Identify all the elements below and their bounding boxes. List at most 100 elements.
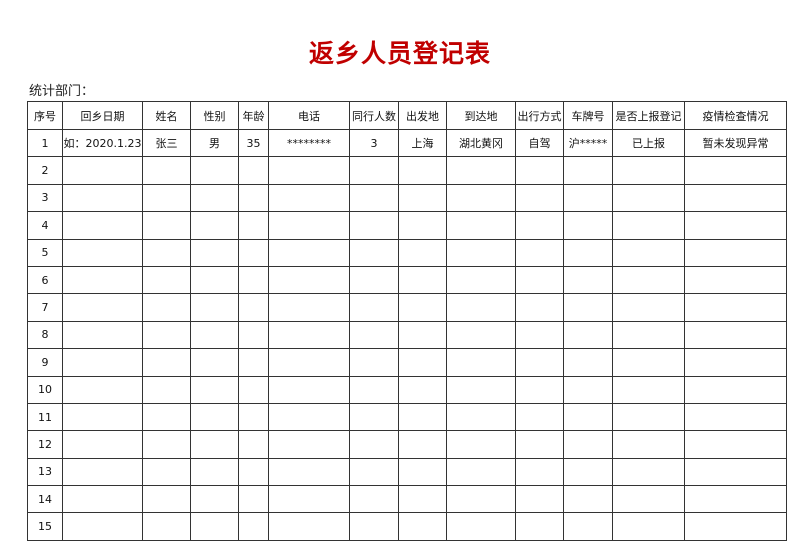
table-cell[interactable] — [190, 211, 239, 240]
table-cell[interactable] — [446, 293, 516, 322]
table-cell[interactable] — [398, 156, 447, 185]
table-cell[interactable] — [563, 183, 613, 213]
table-cell[interactable] — [612, 375, 685, 404]
table-cell[interactable] — [238, 402, 269, 432]
table-cell[interactable] — [190, 402, 239, 432]
table-cell[interactable] — [190, 512, 239, 541]
table-cell[interactable] — [268, 430, 350, 459]
table-cell[interactable] — [515, 512, 564, 541]
table-cell[interactable] — [142, 238, 191, 267]
table-cell[interactable] — [349, 265, 399, 295]
table-cell[interactable] — [349, 211, 399, 240]
table-cell[interactable]: 15 — [27, 512, 63, 541]
table-cell[interactable] — [446, 183, 516, 213]
table-cell[interactable]: 自驾 — [515, 128, 564, 158]
table-cell[interactable] — [684, 402, 787, 432]
table-cell[interactable] — [612, 348, 685, 377]
table-cell[interactable] — [142, 512, 191, 541]
table-cell[interactable] — [446, 375, 516, 404]
table-cell[interactable] — [268, 348, 350, 377]
table-cell[interactable] — [190, 348, 239, 377]
table-cell[interactable] — [684, 348, 787, 377]
table-cell[interactable] — [268, 238, 350, 267]
table-cell[interactable] — [349, 512, 399, 541]
table-cell[interactable] — [190, 183, 239, 213]
table-cell[interactable] — [349, 485, 399, 514]
table-cell[interactable]: 3 — [27, 183, 63, 213]
table-cell[interactable] — [398, 348, 447, 377]
table-cell[interactable] — [238, 293, 269, 322]
table-cell[interactable] — [563, 156, 613, 185]
table-cell[interactable] — [612, 156, 685, 185]
table-cell[interactable] — [684, 238, 787, 267]
table-cell[interactable] — [398, 183, 447, 213]
table-cell[interactable] — [238, 265, 269, 295]
table-cell[interactable] — [238, 485, 269, 514]
table-cell[interactable] — [349, 320, 399, 350]
table-cell[interactable] — [612, 320, 685, 350]
table-cell[interactable] — [349, 293, 399, 322]
table-cell[interactable] — [398, 485, 447, 514]
table-cell[interactable] — [612, 402, 685, 432]
table-cell[interactable] — [563, 402, 613, 432]
table-cell[interactable] — [684, 183, 787, 213]
table-cell[interactable] — [612, 430, 685, 459]
table-cell[interactable] — [268, 485, 350, 514]
table-cell[interactable] — [398, 265, 447, 295]
table-cell[interactable]: 12 — [27, 430, 63, 459]
table-cell[interactable] — [515, 485, 564, 514]
table-cell[interactable] — [349, 457, 399, 487]
table-cell[interactable] — [398, 293, 447, 322]
table-cell[interactable]: 6 — [27, 265, 63, 295]
table-cell[interactable] — [398, 375, 447, 404]
table-cell[interactable] — [563, 211, 613, 240]
table-cell[interactable]: 暂未发现异常 — [684, 128, 787, 158]
table-cell[interactable] — [62, 402, 143, 432]
table-cell[interactable] — [190, 375, 239, 404]
table-cell[interactable] — [515, 265, 564, 295]
table-cell[interactable] — [515, 320, 564, 350]
table-cell[interactable] — [62, 375, 143, 404]
table-cell[interactable] — [268, 320, 350, 350]
table-cell[interactable] — [515, 156, 564, 185]
table-cell[interactable]: 湖北黄冈 — [446, 128, 516, 158]
table-cell[interactable] — [612, 183, 685, 213]
table-cell[interactable]: 如：2020.1.23 — [62, 128, 143, 158]
table-cell[interactable] — [349, 183, 399, 213]
table-cell[interactable] — [62, 211, 143, 240]
table-cell[interactable] — [142, 402, 191, 432]
table-cell[interactable]: 9 — [27, 348, 63, 377]
table-cell[interactable]: 14 — [27, 485, 63, 514]
table-cell[interactable] — [238, 512, 269, 541]
table-cell[interactable] — [684, 430, 787, 459]
table-cell[interactable] — [268, 457, 350, 487]
table-cell[interactable] — [684, 156, 787, 185]
table-cell[interactable]: 沪***** — [563, 128, 613, 158]
table-cell[interactable] — [268, 293, 350, 322]
table-cell[interactable] — [398, 430, 447, 459]
table-cell[interactable] — [563, 320, 613, 350]
table-cell[interactable] — [684, 457, 787, 487]
table-cell[interactable]: 1 — [27, 128, 63, 158]
table-cell[interactable] — [62, 485, 143, 514]
table-cell[interactable] — [238, 348, 269, 377]
table-cell[interactable] — [190, 430, 239, 459]
table-cell[interactable] — [238, 183, 269, 213]
table-cell[interactable]: 10 — [27, 375, 63, 404]
table-cell[interactable] — [398, 238, 447, 267]
table-cell[interactable] — [268, 512, 350, 541]
table-cell[interactable] — [238, 457, 269, 487]
table-cell[interactable] — [349, 156, 399, 185]
table-cell[interactable] — [62, 430, 143, 459]
table-cell[interactable]: 2 — [27, 156, 63, 185]
table-cell[interactable] — [142, 430, 191, 459]
table-cell[interactable]: 11 — [27, 402, 63, 432]
table-cell[interactable]: 5 — [27, 238, 63, 267]
table-cell[interactable]: ******** — [268, 128, 350, 158]
table-cell[interactable] — [446, 265, 516, 295]
table-cell[interactable] — [563, 485, 613, 514]
table-cell[interactable] — [62, 265, 143, 295]
table-cell[interactable] — [190, 156, 239, 185]
table-cell[interactable]: 8 — [27, 320, 63, 350]
table-cell[interactable] — [563, 375, 613, 404]
